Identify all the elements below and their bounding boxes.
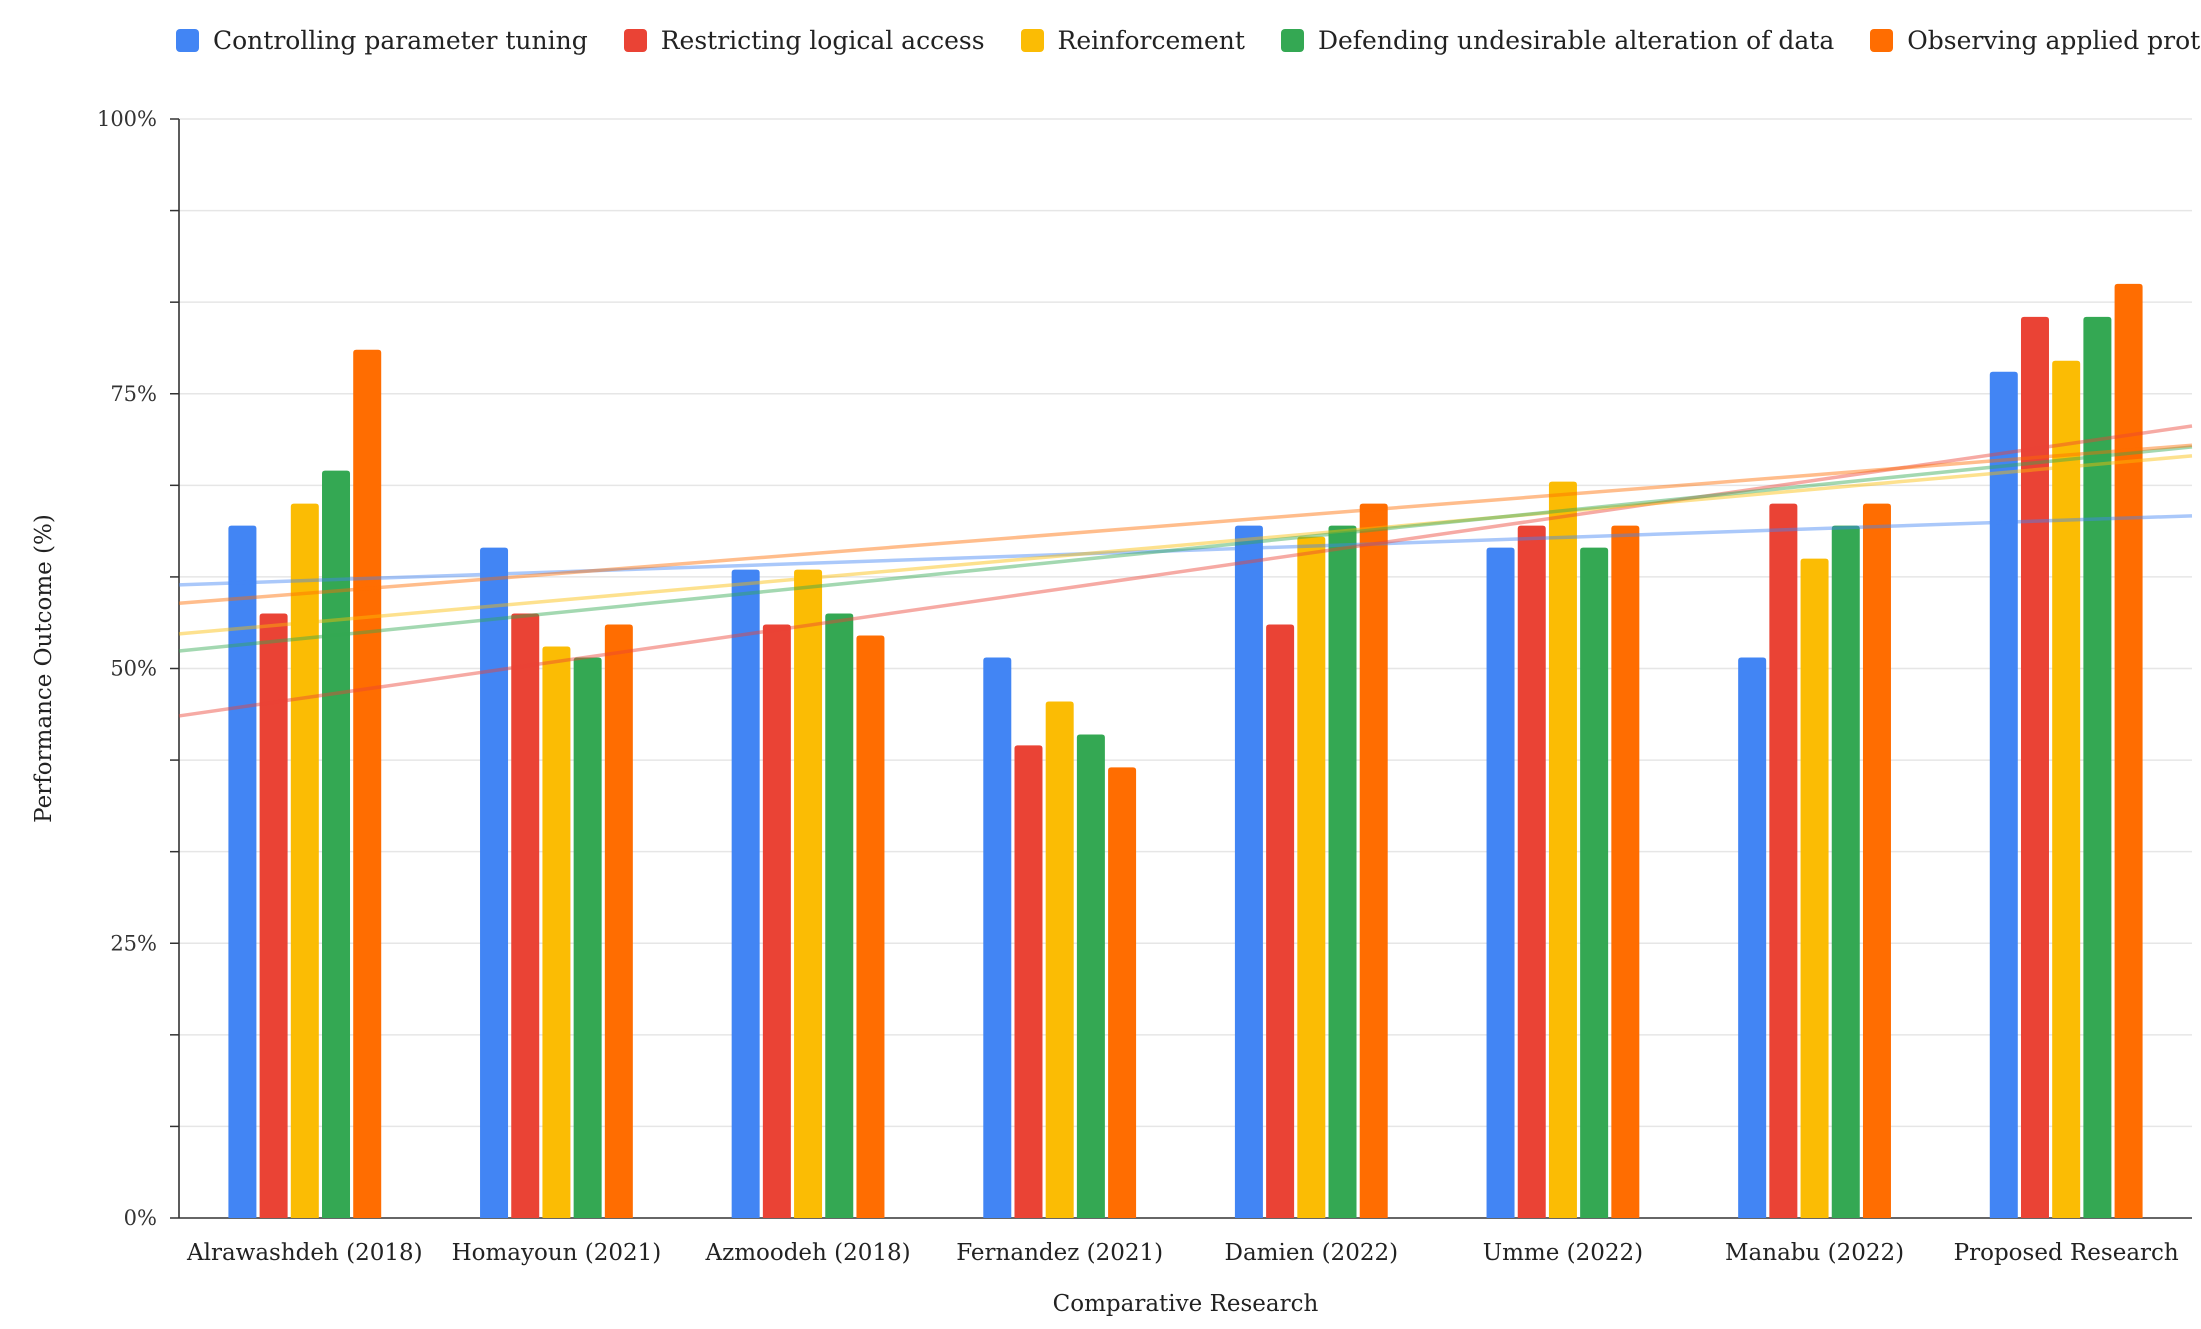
bar [1014, 745, 1043, 1218]
legend-label: Controlling parameter tuning [213, 26, 588, 55]
x-tick-label: Fernandez (2021) [956, 1240, 1163, 1266]
bar [856, 635, 885, 1218]
bar [1234, 525, 1263, 1218]
bar [825, 613, 854, 1218]
bar [1611, 525, 1640, 1218]
bar [1989, 371, 2018, 1218]
bar [322, 470, 351, 1218]
bar [1297, 536, 1326, 1218]
x-tick-label: Proposed Research [1954, 1240, 2179, 1266]
x-tick-label: Azmoodeh (2018) [704, 1240, 910, 1266]
bar [511, 613, 540, 1218]
legend-label: Defending undesirable alteration of data [1317, 26, 1835, 55]
bar [983, 657, 1012, 1218]
legend-label: Reinforcement [1057, 26, 1245, 55]
bar [2114, 283, 2143, 1219]
bar [1328, 525, 1357, 1218]
bar [573, 657, 602, 1218]
y-axis-title: Performance Outcome (%) [31, 514, 57, 823]
bar [1580, 547, 1609, 1218]
trendline [178, 443, 2193, 606]
bar [1800, 558, 1829, 1218]
bar [2052, 360, 2081, 1218]
legend-item: Restricting logical access [623, 26, 985, 55]
bar [480, 547, 509, 1218]
trendline [178, 424, 2193, 718]
bar [228, 525, 257, 1218]
bar [762, 624, 791, 1218]
legend-item: Observing applied protocols [1870, 26, 2201, 55]
legend-label: Observing applied protocols [1907, 26, 2201, 55]
y-tick-label: 50% [110, 657, 157, 681]
bar [1548, 481, 1577, 1218]
legend-label: Restricting logical access [660, 26, 985, 55]
bar [259, 613, 288, 1218]
x-tick-label: Damien (2022) [1225, 1240, 1399, 1266]
legend-item: Controlling parameter tuning [176, 26, 588, 55]
bar [2020, 316, 2049, 1218]
legend-swatch [1280, 29, 1304, 52]
legend-item: Defending undesirable alteration of data [1280, 26, 1835, 55]
trendline [178, 445, 2193, 653]
legend-swatch [1870, 29, 1894, 52]
y-tick-label: 100% [97, 107, 157, 131]
bar [1769, 503, 1798, 1218]
x-axis-title: Comparative Research [1053, 1291, 1319, 1317]
bar [1738, 657, 1767, 1218]
bar [353, 349, 382, 1218]
bar [1486, 547, 1515, 1218]
bar [1831, 525, 1860, 1218]
bar [1045, 701, 1074, 1218]
trendline [178, 514, 2193, 587]
x-tick-label: Manabu (2022) [1725, 1240, 1904, 1266]
x-tick-label: Homayoun (2021) [452, 1240, 662, 1266]
bar [794, 569, 823, 1218]
y-tick-label: 25% [110, 931, 157, 955]
bar [1359, 503, 1388, 1218]
legend-item: Reinforcement [1020, 26, 1245, 55]
bar [290, 503, 319, 1218]
legend: Controlling parameter tuning Restricting … [176, 26, 2201, 55]
bar [1108, 767, 1137, 1218]
bar [2083, 316, 2112, 1218]
x-tick-label: Alrawashdeh (2018) [186, 1240, 423, 1266]
bar [731, 569, 760, 1218]
legend-swatch [176, 29, 199, 52]
bar [1862, 503, 1891, 1218]
y-tick-label: 0% [124, 1206, 157, 1230]
legend-swatch [623, 29, 647, 52]
legend-swatch [1020, 29, 1044, 52]
trendline [178, 454, 2193, 636]
x-tick-label: Umme (2022) [1483, 1240, 1643, 1266]
bar [1076, 734, 1105, 1218]
bar [604, 624, 633, 1218]
y-tick-label: 75% [110, 382, 157, 406]
bar [542, 646, 571, 1218]
bar [1266, 624, 1295, 1218]
bar [1517, 525, 1546, 1218]
